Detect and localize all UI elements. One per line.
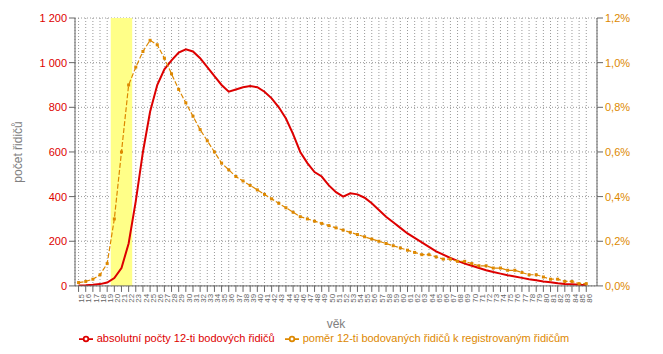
svg-text:46: 46	[298, 293, 308, 303]
html-text:poměr 12-ti bodovaných řidičů: poměr 12-ti bodovaných řidičů k registro…	[302, 331, 570, 344]
svg-text:85: 85	[577, 293, 587, 303]
svg-text:83: 83	[563, 293, 573, 303]
svg-text:0: 0	[61, 280, 67, 292]
svg-text:49: 49	[320, 293, 330, 303]
svg-text:37: 37	[234, 293, 244, 303]
svg-text:17: 17	[91, 293, 101, 303]
svg-text:20: 20	[113, 293, 122, 303]
svg-text:0,2%: 0,2%	[605, 235, 630, 247]
svg-text:43: 43	[277, 293, 287, 303]
svg-text:35: 35	[220, 293, 230, 303]
svg-text:1,0%: 1,0%	[605, 57, 630, 69]
svg-text:28: 28	[170, 293, 180, 303]
svg-text:45: 45	[291, 293, 301, 303]
svg-text:40: 40	[256, 293, 265, 303]
svg-text:82: 82	[556, 293, 566, 303]
svg-text:0,8%: 0,8%	[605, 101, 630, 113]
html-text:absolutní počty 12-ti bodových: absolutní počty 12-ti bodových řidičů	[96, 331, 275, 344]
svg-text:1,2%: 1,2%	[605, 12, 630, 24]
svg-text:61: 61	[406, 293, 416, 303]
svg-text:75: 75	[506, 293, 516, 303]
svg-text:73: 73	[492, 293, 501, 303]
svg-text:36: 36	[227, 293, 237, 303]
svg-text:33: 33	[206, 293, 215, 303]
svg-text:32: 32	[198, 293, 208, 303]
svg-text:48: 48	[313, 293, 323, 303]
svg-text:počet řidičů: počet řidičů	[11, 121, 25, 182]
svg-text:věk: věk	[327, 317, 347, 331]
svg-text:77: 77	[520, 293, 530, 303]
svg-text:70: 70	[470, 293, 480, 303]
svg-text:86: 86	[585, 293, 594, 302]
svg-text:34: 34	[213, 293, 223, 303]
svg-text:18: 18	[98, 293, 108, 303]
svg-text:23: 23	[134, 293, 144, 303]
svg-text:21: 21	[120, 293, 130, 303]
svg-text:54: 54	[356, 293, 366, 303]
svg-text:69: 69	[463, 293, 473, 303]
svg-text:29: 29	[177, 293, 187, 303]
svg-text:27: 27	[163, 293, 173, 303]
svg-text:68: 68	[456, 293, 466, 303]
svg-text:31: 31	[191, 293, 201, 303]
svg-text:1 000: 1 000	[39, 57, 67, 69]
svg-text:58: 58	[384, 293, 394, 303]
svg-text:25: 25	[148, 293, 158, 303]
svg-text:400: 400	[49, 191, 67, 203]
svg-text:22: 22	[127, 293, 137, 303]
svg-text:76: 76	[513, 293, 523, 303]
svg-text:66: 66	[441, 293, 451, 303]
svg-text:79: 79	[534, 293, 544, 303]
svg-text:74: 74	[499, 293, 509, 303]
svg-text:63: 63	[420, 293, 430, 303]
svg-text:44: 44	[284, 293, 294, 303]
svg-text:800: 800	[49, 101, 67, 113]
svg-text:78: 78	[527, 293, 537, 303]
svg-text:53: 53	[349, 293, 358, 303]
svg-text:24: 24	[141, 293, 151, 303]
svg-text:81: 81	[549, 293, 559, 303]
svg-text:60: 60	[399, 293, 408, 303]
svg-text:16: 16	[84, 293, 94, 303]
svg-text:65: 65	[434, 293, 444, 303]
svg-text:71: 71	[477, 293, 487, 303]
svg-text:600: 600	[49, 146, 67, 158]
svg-text:80: 80	[542, 293, 551, 303]
svg-text:67: 67	[449, 293, 459, 303]
svg-text:0,6%: 0,6%	[605, 146, 630, 158]
svg-text:59: 59	[391, 293, 401, 303]
svg-text:56: 56	[370, 293, 380, 303]
svg-text:72: 72	[484, 293, 494, 303]
svg-text:64: 64	[427, 293, 437, 303]
svg-text:51: 51	[334, 293, 344, 303]
svg-text:52: 52	[341, 293, 351, 303]
svg-text:41: 41	[263, 293, 273, 303]
svg-text:47: 47	[306, 293, 316, 303]
svg-text:19: 19	[105, 293, 115, 303]
svg-text:50: 50	[327, 293, 337, 303]
svg-text:84: 84	[570, 293, 580, 303]
svg-text:55: 55	[363, 293, 373, 303]
svg-text:200: 200	[49, 235, 67, 247]
svg-text:26: 26	[155, 293, 165, 303]
svg-text:62: 62	[413, 293, 423, 303]
svg-text:0,4%: 0,4%	[605, 191, 630, 203]
svg-text:39: 39	[248, 293, 258, 303]
svg-text:30: 30	[184, 293, 194, 303]
svg-text:57: 57	[377, 293, 387, 303]
svg-text:0,0%: 0,0%	[605, 280, 630, 292]
svg-text:15: 15	[77, 293, 87, 303]
svg-text:1 200: 1 200	[39, 12, 67, 24]
svg-text:38: 38	[241, 293, 251, 303]
svg-text:42: 42	[270, 293, 280, 303]
